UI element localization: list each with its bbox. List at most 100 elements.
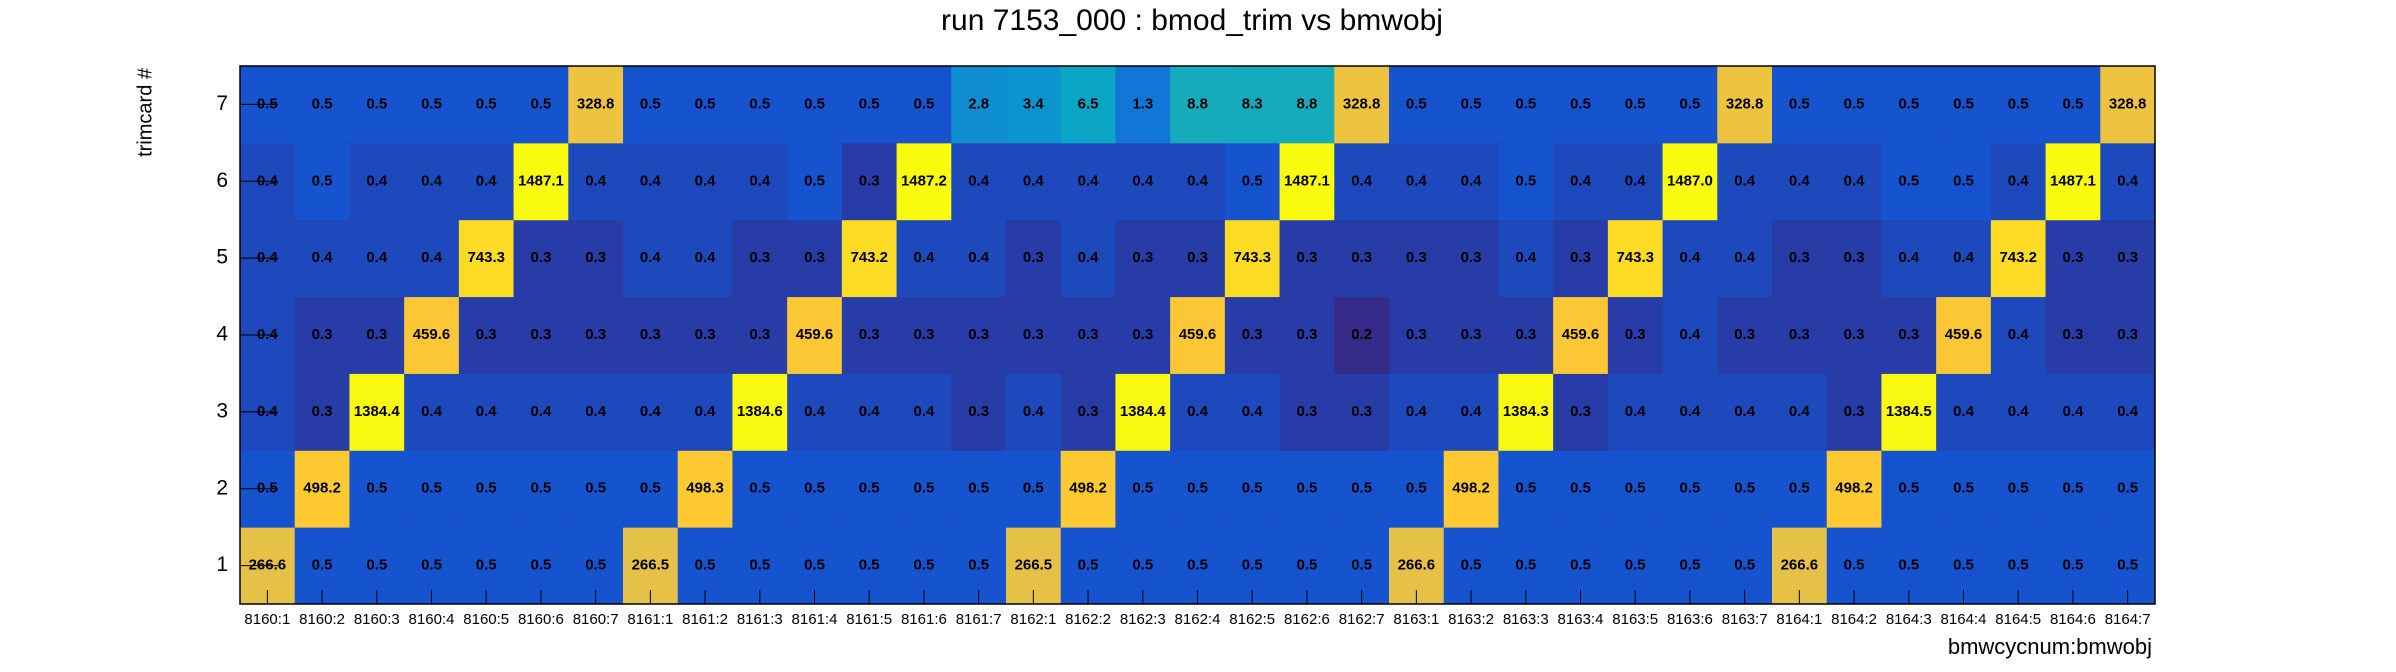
heatmap-cell: [1443, 373, 1499, 451]
heatmap-cell: [404, 66, 460, 144]
heatmap-cell: [1881, 219, 1937, 298]
cell-label: 0.4: [312, 249, 334, 266]
heatmap-cell: [951, 66, 1007, 144]
cell-label: 0.4: [1187, 403, 1209, 420]
cell-label: 0.5: [421, 557, 442, 574]
cell-label: 0.5: [695, 557, 716, 574]
x-tick-label: 8160:5: [463, 611, 509, 628]
cell-label: 0.5: [1953, 95, 1974, 112]
cell-label: 0.5: [968, 557, 989, 574]
cell-label: 0.5: [530, 95, 551, 112]
cell-label: 0.4: [913, 249, 935, 266]
cell-label: 0.5: [1570, 95, 1591, 112]
heatmap-cell: [1115, 373, 1171, 451]
cell-label: 0.5: [1625, 95, 1646, 112]
heatmap-cell: [1990, 142, 2047, 221]
cell-label: 0.5: [530, 557, 551, 574]
cell-label: 0.4: [1953, 249, 1975, 266]
heatmap-cell: [677, 450, 733, 528]
cell-label: 0.4: [2117, 172, 2139, 189]
cell-label: 8.8: [1187, 95, 1208, 112]
heatmap-cell: [1772, 66, 1828, 144]
cell-label: 459.6: [1179, 326, 1217, 343]
cell-label: 0.4: [1078, 249, 1100, 266]
heatmap-cell: [1334, 142, 1390, 221]
heatmap-cell: [404, 142, 460, 221]
cell-label: 0.5: [312, 557, 333, 574]
x-tick-label: 8161:5: [846, 611, 892, 628]
x-tick-label: 8162:2: [1065, 611, 1111, 628]
cell-label: 0.4: [1461, 172, 1483, 189]
heatmap-cell: [458, 219, 515, 298]
heatmap-cell: [1772, 296, 1828, 374]
cell-label: 0.2: [1351, 326, 1372, 343]
heatmap-cell: [349, 373, 405, 451]
cell-label: 266.5: [1015, 557, 1053, 574]
heatmap-cell: [841, 373, 898, 451]
cell-label: 0.5: [1351, 480, 1372, 497]
heatmap-cell: [1389, 219, 1445, 298]
heatmap-cell: [1607, 66, 1664, 144]
heatmap-cell: [513, 219, 569, 298]
heatmap-cell: [1936, 296, 1992, 374]
cell-label: 0.5: [2062, 557, 2083, 574]
heatmap-cell: [841, 66, 898, 144]
cell-label: 0.4: [804, 403, 826, 420]
cell-label: 1487.1: [1284, 172, 1330, 189]
cell-label: 0.5: [1625, 480, 1646, 497]
cell-label: 0.4: [530, 403, 552, 420]
heatmap-cell: [1170, 142, 1226, 221]
cell-label: 0.5: [1898, 172, 1919, 189]
cell-label: 0.5: [1570, 480, 1591, 497]
cell-label: 0.4: [366, 172, 388, 189]
cell-label: 0.5: [366, 557, 387, 574]
cell-label: 0.3: [366, 326, 387, 343]
cell-label: 0.3: [312, 403, 333, 420]
cell-label: 1487.1: [518, 172, 564, 189]
heatmap-cell: [896, 450, 952, 528]
cell-label: 0.5: [913, 95, 934, 112]
heatmap-cell: [1936, 219, 1992, 298]
cell-label: 0.3: [312, 326, 333, 343]
cell-label: 0.3: [1132, 249, 1153, 266]
x-tick-label: 8163:1: [1393, 611, 1439, 628]
heatmap-cell: [677, 219, 733, 298]
heatmap-cell: [1662, 296, 1718, 374]
x-tick-label: 8161:7: [956, 611, 1002, 628]
cell-label: 0.4: [366, 249, 388, 266]
cell-label: 266.5: [632, 557, 670, 574]
heatmap-cell: [1060, 66, 1116, 144]
heatmap-cell: [896, 66, 952, 144]
cell-label: 0.5: [1953, 172, 1974, 189]
cell-label: 0.3: [1296, 249, 1317, 266]
heatmap-cell: [1224, 296, 1281, 374]
cell-label: 0.5: [1406, 480, 1427, 497]
heatmap-cell: [623, 219, 679, 298]
heatmap-cell: [458, 450, 515, 528]
cell-label: 0.5: [257, 95, 278, 112]
cell-label: 0.3: [913, 326, 934, 343]
heatmap-cell: [1224, 219, 1281, 298]
cell-label: 1487.0: [1667, 172, 1713, 189]
cell-label: 459.6: [796, 326, 834, 343]
cell-label: 0.4: [1406, 403, 1428, 420]
heatmap-cell: [2045, 450, 2101, 528]
cell-label: 0.5: [476, 95, 497, 112]
cell-label: 0.5: [1461, 95, 1482, 112]
heatmap-cell: [294, 296, 350, 374]
cell-label: 0.4: [476, 403, 498, 420]
heatmap-cell: [732, 296, 788, 374]
heatmap-cell: [623, 373, 679, 451]
cell-label: 1384.4: [354, 403, 401, 420]
heatmap-cell: [1279, 66, 1335, 144]
heatmap-cell: [1334, 296, 1390, 374]
cell-label: 0.5: [2062, 95, 2083, 112]
cell-label: 0.5: [1679, 95, 1700, 112]
heatmap-cell: [458, 66, 515, 144]
heatmap-cell: [841, 296, 898, 374]
x-tick-label: 8160:1: [244, 611, 290, 628]
heatmap-cell: [1826, 142, 1882, 221]
heatmap-cell: [1115, 450, 1171, 528]
cell-label: 0.5: [1789, 95, 1810, 112]
